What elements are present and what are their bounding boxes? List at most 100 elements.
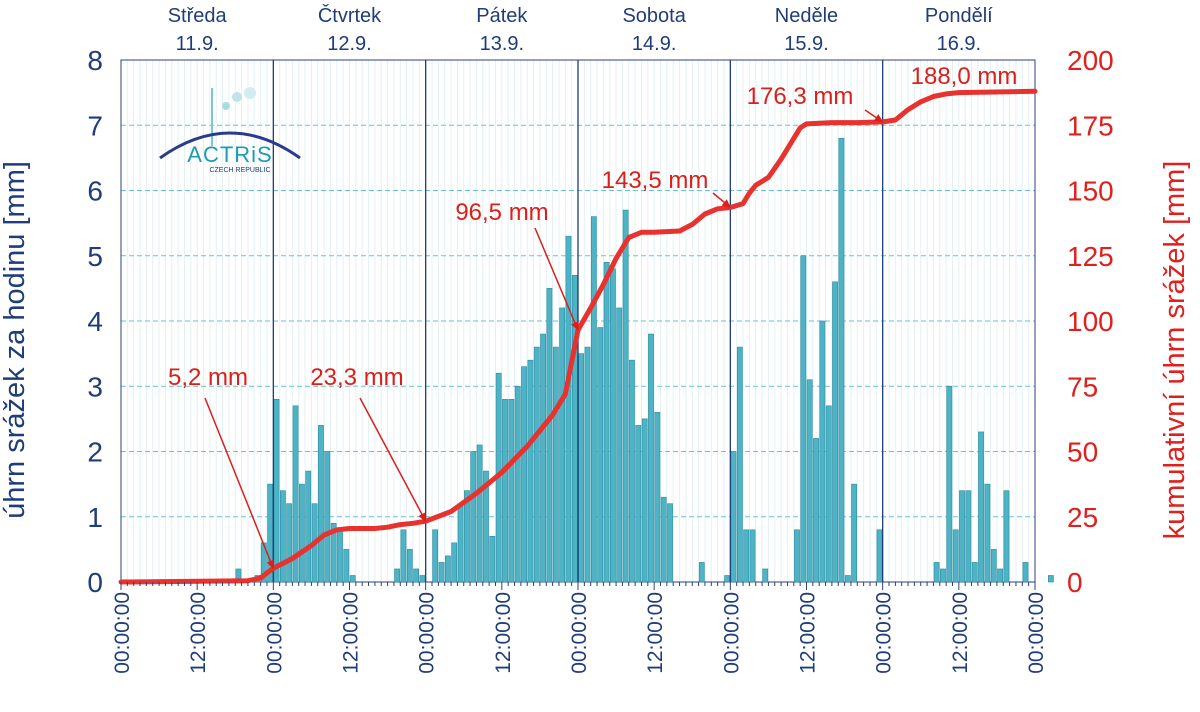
bar: [584, 346, 591, 583]
day-name: Čtvrtek: [318, 4, 382, 27]
logo-subtitle: CZECH REPUBLIC: [209, 167, 270, 174]
bar: [318, 425, 324, 583]
x-tick-label: 00:00:00: [1025, 592, 1048, 674]
bar: [629, 359, 635, 583]
bar: [438, 562, 445, 583]
bar: [540, 333, 546, 583]
bar: [1022, 562, 1029, 583]
bar: [800, 255, 807, 583]
bar: [476, 444, 483, 583]
bar: [432, 529, 439, 583]
x-tick-label: 12:00:00: [492, 592, 515, 674]
y-left-tick-label: 8: [87, 45, 103, 76]
bar: [337, 529, 343, 583]
bar: [590, 216, 597, 583]
bar: [736, 346, 743, 583]
day-labels: Středa 11.9. Čtvrtek 12.9. Pátek 13.9. Sobota 1…: [168, 4, 993, 55]
bar: [946, 385, 953, 583]
bar: [832, 281, 838, 583]
day-name: Neděle: [775, 5, 838, 27]
bar: [502, 398, 508, 583]
y-left-tick-label: 1: [87, 502, 103, 533]
bar: [286, 503, 293, 583]
bar: [527, 359, 534, 583]
annotations: 5,2 mm 23,3 mm 96,5 mm 143,5 mm 176,3 mm 188,…: [168, 63, 1017, 570]
x-tick-label: 12:00:00: [797, 592, 820, 674]
day-date: 13.9.: [480, 33, 524, 55]
bar: [965, 490, 972, 583]
bar: [813, 438, 819, 583]
y-right-tick-label: 150: [1067, 176, 1114, 207]
bar: [876, 529, 883, 583]
bar: [660, 496, 667, 583]
x-tick-label: 00:00:00: [720, 592, 743, 674]
bar: [940, 568, 946, 583]
bar: [489, 536, 496, 583]
bar: [610, 268, 616, 583]
bar: [667, 503, 673, 583]
bar: [508, 398, 515, 583]
bar: [514, 385, 521, 583]
bar: [622, 209, 629, 583]
y-right-tick-label: 175: [1067, 110, 1114, 141]
logo-text: ACTRiS: [187, 142, 272, 167]
y-right-tick-label: 50: [1067, 437, 1098, 468]
y-left-tick-label: 3: [87, 371, 103, 402]
bar: [648, 333, 654, 583]
bar: [971, 562, 978, 583]
bar: [933, 562, 940, 583]
bar: [451, 542, 458, 583]
bar: [990, 549, 997, 583]
bar: [654, 412, 661, 583]
bar: [794, 529, 800, 583]
y-left-label: úhrn srážek za hodinu [mm]: [0, 161, 31, 519]
x-tick-label: 00:00:00: [263, 592, 286, 674]
bar: [838, 138, 845, 583]
bar: [952, 529, 959, 583]
bar: [457, 503, 464, 583]
x-tick-label: 00:00:00: [111, 592, 134, 674]
bar: [578, 353, 585, 583]
day-date: 12.9.: [327, 33, 371, 55]
annotation-arrow: [359, 397, 427, 523]
annotation-arrow: [864, 109, 884, 123]
actris-logo: ACTRiS CZECH REPUBLIC: [159, 87, 301, 174]
annotation-label: 5,2 mm: [168, 364, 248, 391]
bar: [279, 490, 286, 583]
bar: [305, 470, 312, 583]
x-tick-label: 00:00:00: [568, 592, 591, 674]
bar: [464, 490, 470, 583]
bar: [603, 261, 610, 583]
bar: [400, 529, 407, 583]
bar: [394, 568, 400, 583]
bar: [724, 575, 731, 583]
day-name: Pondělí: [925, 5, 993, 27]
day-date: 15.9.: [784, 33, 828, 55]
bar: [413, 568, 420, 583]
y-right-tick-label: 25: [1067, 502, 1098, 533]
bar: [483, 470, 489, 583]
annotation-label: 143,5 mm: [602, 167, 709, 194]
bar: [806, 379, 813, 583]
y-right-tick-label: 125: [1067, 241, 1114, 272]
bar: [984, 483, 991, 583]
day-date: 16.9.: [937, 33, 981, 55]
bar: [521, 366, 527, 583]
bar: [343, 549, 350, 583]
bar: [597, 327, 604, 583]
bar: [978, 431, 984, 583]
bar: [825, 405, 832, 583]
bar: [1003, 490, 1010, 583]
x-tick-label: 00:00:00: [873, 592, 896, 674]
bar: [844, 575, 851, 583]
x-tick-label: 12:00:00: [949, 592, 972, 674]
y-right-label: kumulativní úhrn srážek [mm]: [1159, 161, 1191, 540]
bar: [616, 307, 623, 583]
bar: [533, 346, 540, 583]
day-name: Sobota: [622, 5, 686, 27]
hourly-bars: [235, 138, 1054, 583]
bar: [470, 451, 477, 583]
y-left-tick-label: 0: [87, 567, 103, 598]
x-tick-label: 12:00:00: [187, 592, 210, 674]
